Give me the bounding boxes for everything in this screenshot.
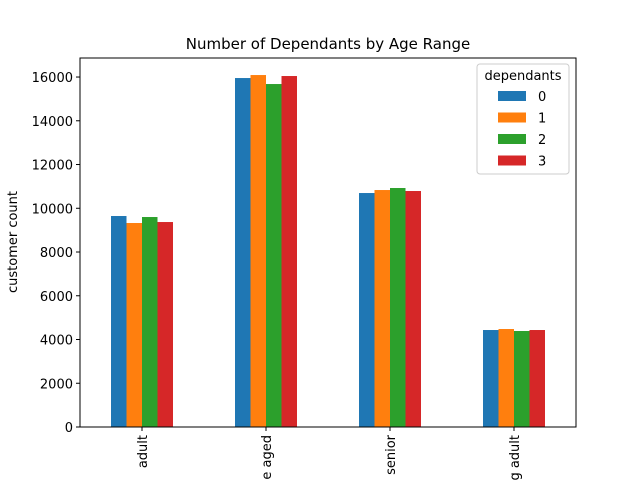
y-tick-label: 10000 — [32, 202, 73, 217]
bar — [514, 330, 530, 427]
legend-swatch — [498, 155, 526, 166]
x-tick-label: middle aged — [260, 435, 275, 480]
legend-swatch — [498, 134, 526, 144]
bar — [498, 329, 514, 427]
y-tick-label: 6000 — [40, 290, 73, 305]
axes-frame — [79, 57, 577, 428]
bar — [483, 330, 499, 427]
legend-label: 3 — [538, 155, 546, 170]
bar — [390, 188, 406, 427]
x-tick-label: senior — [384, 434, 399, 475]
bar — [359, 193, 375, 427]
bar — [235, 78, 251, 428]
y-tick-label: 4000 — [40, 334, 73, 349]
y-tick-label: 2000 — [40, 377, 73, 392]
x-tick-label: adult — [136, 435, 151, 468]
bar — [126, 223, 142, 427]
bar — [374, 190, 390, 427]
legend-swatch — [498, 91, 526, 101]
legend-label: 0 — [538, 90, 546, 105]
legend-label: 1 — [538, 112, 546, 127]
x-tick-label: young adult — [508, 435, 523, 480]
bar — [266, 84, 282, 427]
y-tick-label: 14000 — [32, 115, 73, 130]
bar — [142, 217, 158, 427]
bar — [250, 75, 266, 427]
legend-title: dependants — [484, 69, 561, 84]
y-axis-label: customer count — [6, 191, 21, 293]
y-tick-label: 12000 — [32, 159, 73, 174]
bar — [111, 216, 127, 427]
bar — [529, 330, 545, 427]
y-tick-label: 16000 — [32, 71, 73, 86]
bar — [281, 76, 297, 428]
y-tick-label: 0 — [65, 421, 73, 436]
legend-swatch — [498, 112, 526, 123]
legend-label: 2 — [538, 133, 546, 148]
bar — [157, 222, 173, 427]
chart-title: Number of Dependants by Age Range — [186, 35, 470, 53]
y-tick-label: 8000 — [40, 246, 73, 261]
bar — [405, 191, 421, 427]
